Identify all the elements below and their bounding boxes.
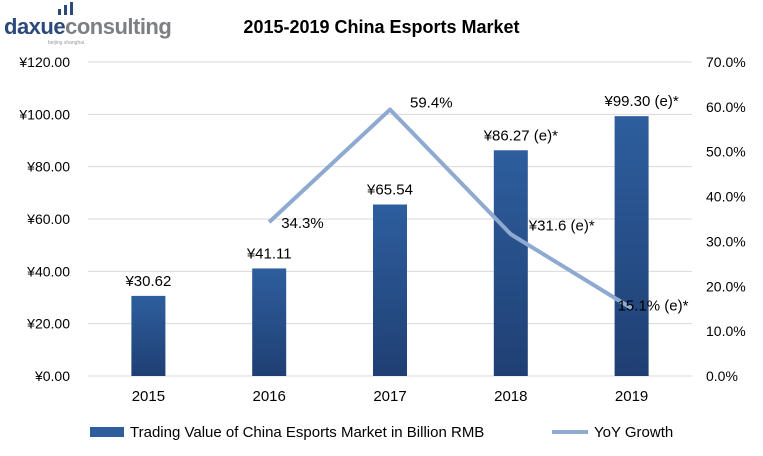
left-axis-tick-label: ¥120.00 <box>18 54 70 70</box>
bar-2019 <box>614 116 649 376</box>
bar-data-label: ¥65.54 <box>366 182 413 199</box>
right-axis-tick-label: 20.0% <box>706 278 746 294</box>
x-axis-tick-label: 2017 <box>373 388 406 405</box>
left-axis-tick-label: ¥20.00 <box>26 316 70 332</box>
left-axis-tick-label: ¥0.00 <box>34 368 70 384</box>
bar-data-label: ¥86.27 (e)* <box>483 127 558 144</box>
bar-2015 <box>131 295 166 376</box>
x-axis-tick-label: 2016 <box>253 388 286 405</box>
bar-chart-logo-icon <box>58 2 73 15</box>
right-axis-tick-label: 40.0% <box>706 189 746 205</box>
right-axis-tick-label: 0.0% <box>706 368 738 384</box>
bar-2017 <box>373 204 407 376</box>
legend-bar-label: Trading Value of China Esports Market in… <box>130 424 484 441</box>
logo-text-daxue: daxue <box>4 14 66 39</box>
x-axis-tick-label: 2019 <box>615 388 648 405</box>
bar-data-label: ¥99.30 (e)* <box>603 93 678 110</box>
left-axis-tick-label: ¥40.00 <box>26 263 70 279</box>
daxue-consulting-logo: daxueconsulting beijing shanghai <box>4 2 172 46</box>
bar-2016 <box>252 268 287 376</box>
logo-text-consulting: consulting <box>65 14 172 39</box>
x-axis-tick-label: 2015 <box>132 388 165 405</box>
yoy-growth-line <box>267 107 633 310</box>
left-axis-tick-label: ¥60.00 <box>26 211 70 227</box>
right-axis-tick-label: 30.0% <box>706 233 746 249</box>
left-axis-tick-label: ¥100.00 <box>18 106 70 122</box>
logo-tagline: beijing shanghai <box>48 40 85 46</box>
line-data-label: 15.1% (e)* <box>618 297 689 314</box>
bar-data-label: ¥41.11 <box>246 245 292 262</box>
legend-bar-swatch <box>90 427 124 437</box>
right-axis-tick-label: 60.0% <box>706 99 746 115</box>
bar-2018 <box>493 150 528 376</box>
left-axis-tick-label: ¥80.00 <box>26 159 70 175</box>
right-axis-tick-label: 70.0% <box>706 54 746 70</box>
right-axis-tick-label: 10.0% <box>706 323 746 339</box>
bar-data-label: ¥30.62 <box>124 273 171 290</box>
line-data-label: 59.4% <box>410 95 453 112</box>
line-data-label: ¥31.6 (e)* <box>528 217 595 234</box>
chart-title: 2015-2019 China Esports Market <box>243 17 520 37</box>
legend-line-label: YoY Growth <box>594 424 673 441</box>
line-data-label: 34.3% <box>281 215 324 232</box>
x-axis-tick-label: 2018 <box>494 388 527 405</box>
right-axis-tick-label: 50.0% <box>706 144 746 160</box>
